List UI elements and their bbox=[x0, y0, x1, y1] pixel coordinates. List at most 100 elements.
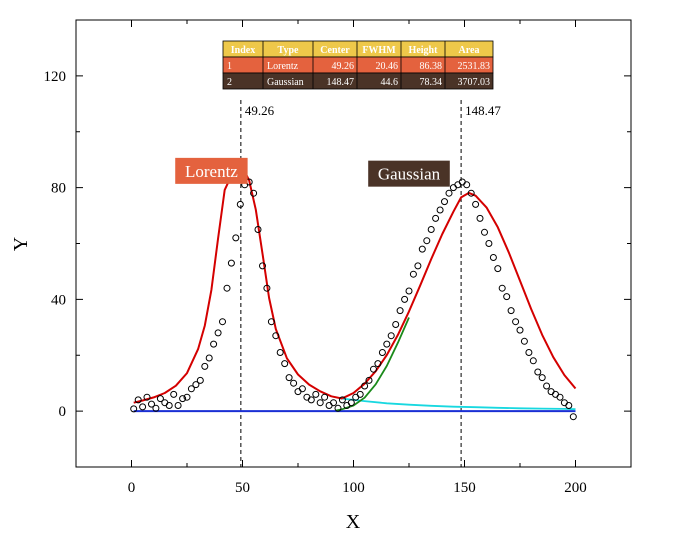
data-point bbox=[187, 385, 195, 393]
data-point bbox=[196, 376, 204, 384]
table-cell: 86.38 bbox=[420, 61, 443, 72]
data-point bbox=[423, 237, 431, 245]
annotation-tag bbox=[175, 157, 248, 184]
data-point bbox=[569, 413, 577, 421]
data-point bbox=[449, 184, 457, 192]
peak-table: Index Type Center FWHM Height Area 1 Lorentz 49.… bbox=[222, 40, 494, 90]
table-cell: Gaussian bbox=[267, 77, 304, 88]
table-cell: 78.34 bbox=[420, 77, 443, 88]
data-point bbox=[139, 403, 147, 411]
data-point bbox=[503, 293, 511, 301]
fit-line-gaussian bbox=[341, 191, 577, 400]
data-point bbox=[130, 405, 138, 413]
data-point bbox=[543, 382, 551, 390]
annotation-label: Lorentz bbox=[185, 162, 238, 181]
annotation-tag bbox=[368, 160, 450, 187]
data-point bbox=[290, 379, 298, 387]
data-point bbox=[387, 332, 395, 340]
table-cell: 49.26 bbox=[332, 61, 355, 72]
data-point bbox=[454, 181, 462, 189]
table-header-row bbox=[222, 40, 494, 58]
data-point bbox=[445, 189, 453, 197]
data-point bbox=[263, 284, 271, 292]
annotations: Lorentz Gaussian bbox=[175, 157, 450, 187]
data-point bbox=[356, 390, 364, 398]
data-point bbox=[383, 340, 391, 348]
axes-ticks: 0 50 100 150 200 0 40 80 120 bbox=[44, 20, 632, 496]
data-point bbox=[223, 284, 231, 292]
data-point bbox=[392, 321, 400, 328]
table-row bbox=[222, 56, 494, 74]
data-point bbox=[489, 254, 497, 261]
table-header-cell: Area bbox=[459, 45, 480, 56]
data-point bbox=[525, 349, 533, 356]
data-point bbox=[236, 200, 244, 208]
data-point bbox=[378, 349, 386, 356]
data-point bbox=[347, 399, 355, 407]
data-point bbox=[565, 402, 573, 409]
peak-center-label: 49.26 bbox=[245, 103, 275, 118]
x-axis-title: X bbox=[346, 511, 361, 533]
table-cell: 44.6 bbox=[381, 77, 399, 88]
table-cell: 3707.03 bbox=[458, 77, 491, 88]
data-point bbox=[405, 287, 413, 295]
table-cell: Lorentz bbox=[267, 61, 299, 72]
data-point bbox=[441, 198, 448, 206]
table-cell: 148.47 bbox=[327, 77, 355, 88]
data-point bbox=[556, 393, 564, 401]
data-point bbox=[361, 382, 369, 390]
data-point bbox=[467, 189, 475, 197]
data-point bbox=[254, 226, 262, 233]
annotation-label: Gaussian bbox=[378, 165, 441, 184]
data-point bbox=[520, 337, 528, 345]
y-tick-label: 80 bbox=[51, 181, 66, 197]
data-point bbox=[272, 332, 280, 340]
data-point bbox=[481, 228, 488, 236]
data-point bbox=[183, 393, 191, 401]
table-header-cell: Index bbox=[231, 45, 255, 56]
data-point bbox=[156, 395, 164, 403]
data-points bbox=[130, 178, 577, 421]
component-line-lorentz bbox=[342, 397, 576, 411]
data-point bbox=[370, 365, 377, 373]
data-point bbox=[294, 388, 302, 396]
y-tick-label: 0 bbox=[59, 404, 67, 420]
table-header-cell: Height bbox=[409, 45, 439, 56]
data-point bbox=[214, 329, 222, 337]
data-point bbox=[427, 226, 435, 233]
x-tick-label: 0 bbox=[128, 480, 136, 496]
data-point bbox=[338, 396, 346, 404]
data-point bbox=[250, 189, 258, 197]
data-point bbox=[174, 402, 182, 409]
x-tick-label: 100 bbox=[342, 480, 365, 496]
data-point bbox=[179, 395, 187, 403]
table-row bbox=[222, 72, 494, 90]
data-point bbox=[538, 374, 546, 382]
data-point bbox=[298, 385, 306, 393]
data-point bbox=[374, 360, 382, 368]
table-header-cell: Type bbox=[278, 45, 299, 56]
data-point bbox=[396, 307, 404, 315]
data-point bbox=[152, 404, 160, 412]
data-point bbox=[143, 393, 151, 401]
data-point bbox=[316, 399, 324, 407]
fit-line-lorentz bbox=[133, 168, 343, 404]
table-cell: 20.46 bbox=[376, 61, 399, 72]
data-point bbox=[321, 393, 329, 401]
x-tick-label: 150 bbox=[453, 480, 476, 496]
data-point bbox=[134, 396, 142, 404]
data-point bbox=[148, 400, 155, 408]
x-tick-label: 200 bbox=[564, 480, 587, 496]
data-point bbox=[259, 262, 266, 270]
data-point bbox=[227, 259, 235, 267]
data-point bbox=[365, 376, 373, 384]
data-point bbox=[334, 404, 342, 412]
table-header-cell: FWHM bbox=[362, 45, 396, 56]
data-point bbox=[303, 393, 311, 401]
data-point bbox=[307, 396, 315, 404]
y-axis-title: Y bbox=[10, 237, 32, 251]
data-point bbox=[401, 295, 409, 303]
data-point bbox=[325, 402, 333, 409]
data-point bbox=[418, 245, 426, 253]
